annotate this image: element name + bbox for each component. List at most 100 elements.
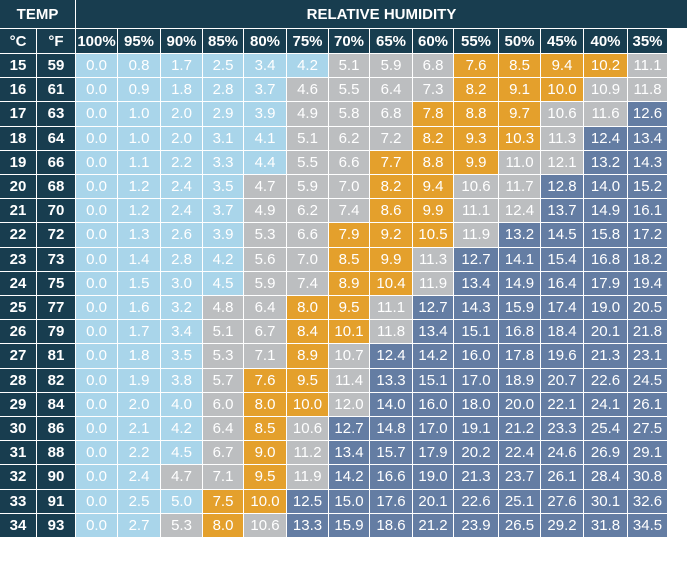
value-cell: 23.9 <box>454 513 499 538</box>
value-cell: 15.2 <box>628 175 668 200</box>
value-cell: 20.1 <box>584 320 628 345</box>
value-cell: 10.0 <box>244 489 287 514</box>
value-cell: 23.1 <box>628 344 668 369</box>
value-cell: 10.6 <box>541 102 584 127</box>
value-cell: 5.9 <box>244 271 287 296</box>
temp-fahrenheit-cell: 84 <box>37 392 76 417</box>
value-cell: 17.9 <box>413 441 454 466</box>
humidity-column-header: 40% <box>584 29 628 54</box>
value-cell: 16.6 <box>370 465 413 490</box>
humidity-column-header: 80% <box>244 29 287 54</box>
value-cell: 11.2 <box>287 441 329 466</box>
value-cell: 0.0 <box>76 223 118 248</box>
temp-fahrenheit-cell: 93 <box>37 513 76 538</box>
value-cell: 17.4 <box>541 296 584 321</box>
value-cell: 0.0 <box>76 392 118 417</box>
value-cell: 2.2 <box>161 150 203 175</box>
value-cell: 26.1 <box>541 465 584 490</box>
value-cell: 8.6 <box>370 199 413 224</box>
value-cell: 3.8 <box>161 368 203 393</box>
value-cell: 0.0 <box>76 441 118 466</box>
humidity-column-header: 35% <box>628 29 668 54</box>
value-cell: 13.3 <box>287 513 329 538</box>
value-cell: 11.8 <box>370 320 413 345</box>
humidity-column-header: 95% <box>118 29 161 54</box>
temp-celsius-cell: 34 <box>0 513 37 538</box>
value-cell: 2.8 <box>161 247 203 272</box>
value-cell: 11.0 <box>499 150 541 175</box>
temp-celsius-cell: 21 <box>0 199 37 224</box>
value-cell: 15.9 <box>499 296 541 321</box>
value-cell: 7.9 <box>329 223 370 248</box>
value-cell: 32.6 <box>628 489 668 514</box>
value-cell: 10.6 <box>287 417 329 442</box>
value-cell: 7.6 <box>454 54 499 79</box>
temp-celsius-cell: 23 <box>0 247 37 272</box>
unit-header: °F <box>37 29 76 54</box>
humidity-column-header: 100% <box>76 29 118 54</box>
value-cell: 19.6 <box>541 344 584 369</box>
value-cell: 6.7 <box>244 320 287 345</box>
temp-celsius-cell: 18 <box>0 126 37 151</box>
temp-fahrenheit-cell: 72 <box>37 223 76 248</box>
temp-fahrenheit-cell: 73 <box>37 247 76 272</box>
value-cell: 9.4 <box>413 175 454 200</box>
value-cell: 27.5 <box>628 417 668 442</box>
value-cell: 7.1 <box>203 465 244 490</box>
value-cell: 7.4 <box>329 199 370 224</box>
value-cell: 6.4 <box>244 296 287 321</box>
value-cell: 12.5 <box>287 489 329 514</box>
value-cell: 17.8 <box>499 344 541 369</box>
value-cell: 12.0 <box>329 392 370 417</box>
value-cell: 23.7 <box>499 465 541 490</box>
value-cell: 1.1 <box>118 150 161 175</box>
value-cell: 9.2 <box>370 223 413 248</box>
value-cell: 16.4 <box>541 271 584 296</box>
value-cell: 2.8 <box>203 78 244 103</box>
value-cell: 11.7 <box>499 175 541 200</box>
value-cell: 22.6 <box>584 368 628 393</box>
value-cell: 26.1 <box>628 392 668 417</box>
value-cell: 9.4 <box>541 54 584 79</box>
value-cell: 4.7 <box>244 175 287 200</box>
value-cell: 14.0 <box>584 175 628 200</box>
value-cell: 21.8 <box>628 320 668 345</box>
value-cell: 21.2 <box>499 417 541 442</box>
value-cell: 3.7 <box>244 78 287 103</box>
value-cell: 13.3 <box>370 368 413 393</box>
value-cell: 4.4 <box>244 150 287 175</box>
value-cell: 8.2 <box>454 78 499 103</box>
value-cell: 9.5 <box>329 296 370 321</box>
value-cell: 7.5 <box>203 489 244 514</box>
value-cell: 4.5 <box>161 441 203 466</box>
value-cell: 0.0 <box>76 78 118 103</box>
value-cell: 27.6 <box>541 489 584 514</box>
value-cell: 10.6 <box>244 513 287 538</box>
temp-celsius-cell: 33 <box>0 489 37 514</box>
value-cell: 6.2 <box>329 126 370 151</box>
relative-humidity-header: RELATIVE HUMIDITY <box>76 0 688 29</box>
value-cell: 4.8 <box>203 296 244 321</box>
value-cell: 8.8 <box>413 150 454 175</box>
value-cell: 14.2 <box>413 344 454 369</box>
value-cell: 0.0 <box>76 320 118 345</box>
value-cell: 25.4 <box>584 417 628 442</box>
value-cell: 12.4 <box>584 126 628 151</box>
value-cell: 10.2 <box>584 54 628 79</box>
value-cell: 3.4 <box>161 320 203 345</box>
value-cell: 12.7 <box>329 417 370 442</box>
value-cell: 1.0 <box>118 126 161 151</box>
value-cell: 10.7 <box>329 344 370 369</box>
value-cell: 8.2 <box>413 126 454 151</box>
value-cell: 17.6 <box>370 489 413 514</box>
temp-fahrenheit-cell: 86 <box>37 417 76 442</box>
value-cell: 1.4 <box>118 247 161 272</box>
value-cell: 9.9 <box>454 150 499 175</box>
value-cell: 19.0 <box>413 465 454 490</box>
value-cell: 24.1 <box>584 392 628 417</box>
value-cell: 0.9 <box>118 78 161 103</box>
value-cell: 3.3 <box>203 150 244 175</box>
value-cell: 4.5 <box>203 271 244 296</box>
temp-celsius-cell: 16 <box>0 78 37 103</box>
value-cell: 9.5 <box>287 368 329 393</box>
